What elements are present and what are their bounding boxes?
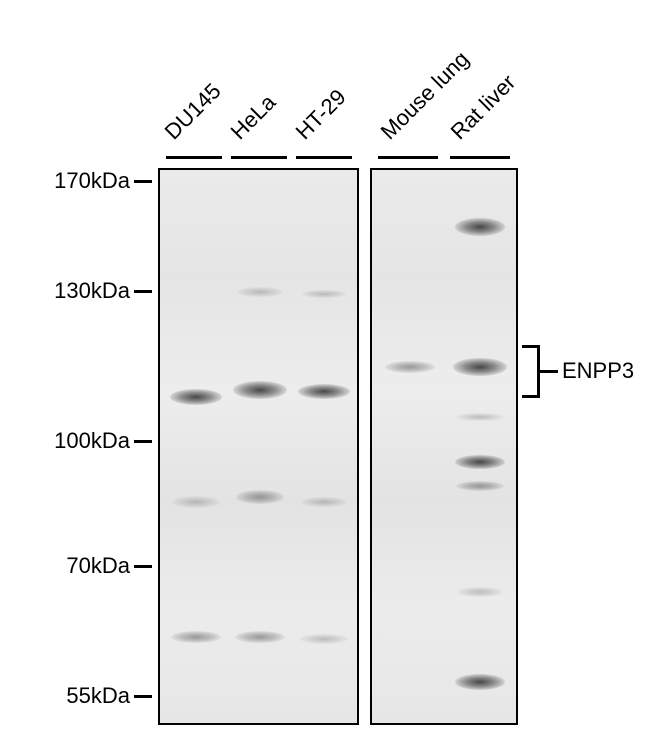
- bracket-bottom: [522, 395, 537, 398]
- blot-background: [372, 170, 516, 723]
- lane-underline: [450, 156, 510, 159]
- band: [301, 497, 347, 507]
- band: [236, 490, 284, 504]
- band: [302, 290, 346, 298]
- mw-label-130: 130kDa: [40, 278, 130, 304]
- blot-panel-right: [370, 168, 518, 725]
- band: [298, 384, 350, 399]
- band: [170, 389, 222, 405]
- mw-label-70: 70kDa: [40, 553, 130, 579]
- band: [457, 587, 503, 597]
- mw-label-55: 55kDa: [40, 683, 130, 709]
- lane-underline: [231, 156, 287, 159]
- band: [385, 361, 435, 373]
- band: [453, 358, 507, 376]
- band: [171, 631, 221, 643]
- band: [455, 455, 505, 469]
- band: [172, 496, 220, 508]
- mw-tick: [134, 290, 152, 293]
- band: [237, 287, 283, 297]
- band: [456, 413, 504, 421]
- lane-underline: [166, 156, 222, 159]
- mw-label-100: 100kDa: [40, 428, 130, 454]
- band: [235, 631, 285, 643]
- band: [300, 634, 348, 644]
- bracket-stem: [540, 370, 558, 373]
- band: [456, 481, 504, 491]
- mw-tick: [134, 695, 152, 698]
- protein-label-enpp3: ENPP3: [562, 358, 634, 384]
- mw-tick: [134, 180, 152, 183]
- band: [455, 218, 505, 236]
- western-blot-figure: DU145 HeLa HT-29 Mouse lung Rat liver 17…: [0, 0, 650, 743]
- lane-underline: [296, 156, 352, 159]
- band: [233, 381, 287, 399]
- bracket-top: [522, 345, 537, 348]
- mw-tick: [134, 440, 152, 443]
- lane-label-hela: HeLa: [226, 89, 282, 145]
- mw-label-170: 170kDa: [40, 168, 130, 194]
- lane-label-ht29: HT-29: [291, 84, 352, 145]
- lane-underline: [378, 156, 438, 159]
- band: [455, 674, 505, 690]
- mw-tick: [134, 565, 152, 568]
- lane-label-du145: DU145: [160, 78, 227, 145]
- blot-panel-left: [158, 168, 359, 725]
